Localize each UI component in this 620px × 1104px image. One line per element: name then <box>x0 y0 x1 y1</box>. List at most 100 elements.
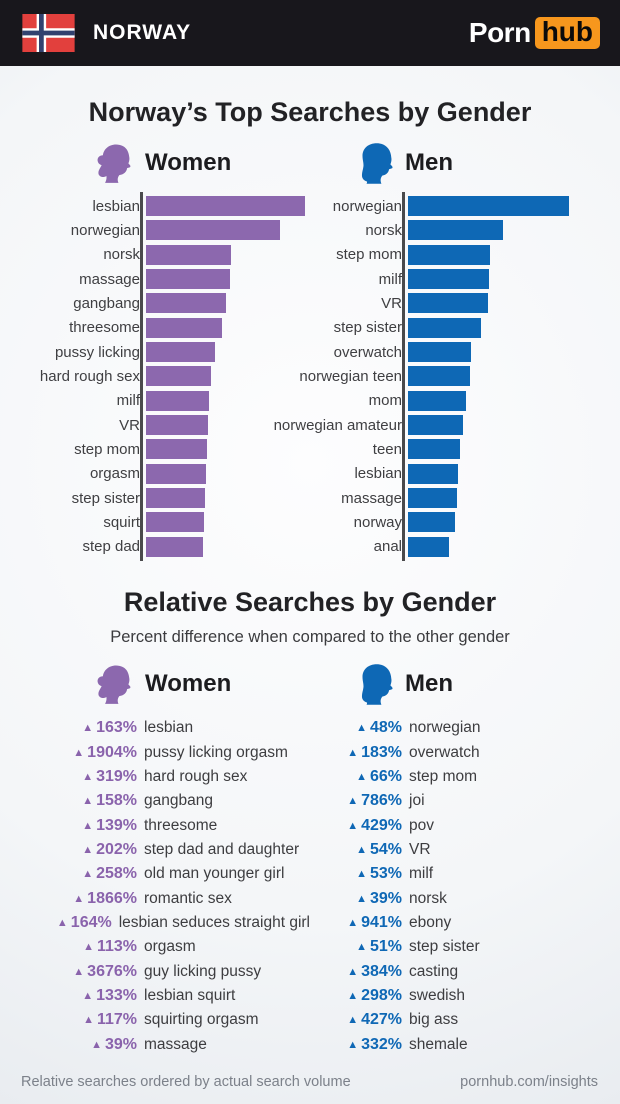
women-relative-list: ▲ 163% lesbian ▲ 1904% pussy licking orgasm ▲ 3… <box>0 716 310 1057</box>
relative-row: ▲ 39% massage <box>0 1032 310 1056</box>
bar-label: teen <box>372 440 402 458</box>
bar <box>408 220 503 241</box>
search-term: step mom <box>409 767 478 785</box>
bar-label: anal <box>373 538 402 556</box>
relative-row: ▲ 429% pov <box>262 813 620 837</box>
bar <box>146 512 204 533</box>
bar <box>146 293 226 314</box>
percent-value: ▲ 139% <box>82 816 137 834</box>
search-term: gangbang <box>144 792 213 810</box>
search-term: massage <box>144 1035 207 1053</box>
chart-row: norwegian amateur <box>262 413 620 437</box>
bar-label: overwatch <box>333 343 402 361</box>
bar <box>146 463 206 484</box>
bar <box>146 317 222 338</box>
chart-row: norwegian <box>262 194 620 218</box>
logo-porn-text: Porn <box>468 16 531 48</box>
up-triangle-icon: ▲ <box>82 843 94 856</box>
search-term: ebony <box>409 913 452 931</box>
page-title: Norway’s Top Searches by Gender <box>88 97 532 127</box>
bar <box>146 439 207 460</box>
bar <box>408 439 460 460</box>
relative-row: ▲ 384% casting <box>262 959 620 983</box>
bar <box>408 415 463 436</box>
men-chart-axis <box>402 192 405 561</box>
chart-row: milf <box>262 267 620 291</box>
bar-label: massage <box>341 489 402 507</box>
women-header-label: Women <box>145 670 232 697</box>
men-relative-list: ▲ 48% norwegian ▲ 183% overwatch ▲ 66% step mom ▲… <box>262 716 620 1057</box>
search-term: shemale <box>409 1035 468 1053</box>
percent-value: ▲ 163% <box>82 719 137 737</box>
chart-row: anal <box>262 535 620 559</box>
chart-row: VR <box>262 291 620 315</box>
men-header-label: Men <box>405 670 453 697</box>
relative-row: ▲ 117% squirting orgasm <box>0 1008 310 1032</box>
bar <box>408 269 489 290</box>
percent-value: ▲ 1866% <box>73 889 137 907</box>
search-term: step dad and daughter <box>144 840 300 858</box>
percent-value: ▲ 384% <box>347 962 402 980</box>
relative-row: ▲ 786% joi <box>262 789 620 813</box>
chart-row: step mom <box>0 437 310 461</box>
up-triangle-icon: ▲ <box>82 819 94 832</box>
bar <box>408 293 488 314</box>
men-top-searches-chart: norwegian norsk step mom milf VR step sister o… <box>262 192 620 561</box>
relative-row: ▲ 332% shemale <box>262 1032 620 1056</box>
bar <box>146 366 211 387</box>
relative-row: ▲ 258% old man younger girl <box>0 862 310 886</box>
percent-value: ▲ 319% <box>82 767 137 785</box>
percent-value: ▲ 202% <box>82 840 137 858</box>
relative-row: ▲ 3676% guy licking pussy <box>0 959 310 983</box>
chart-row: teen <box>262 437 620 461</box>
up-triangle-icon: ▲ <box>73 892 85 905</box>
bar-label: squirt <box>103 513 140 531</box>
relative-row: ▲ 163% lesbian <box>0 716 310 740</box>
bar-label: norwegian <box>70 221 140 239</box>
percent-value: ▲ 133% <box>82 986 137 1004</box>
women-header-top: Women <box>96 141 231 185</box>
search-term: lesbian squirt <box>144 986 236 1004</box>
chart-row: squirt <box>0 510 310 534</box>
footer-note: Relative searches ordered by actual sear… <box>21 1074 351 1090</box>
bar <box>408 390 466 411</box>
up-triangle-icon: ▲ <box>82 770 94 783</box>
bar <box>146 244 231 265</box>
chart-row: norsk <box>262 218 620 242</box>
relative-section-title: Relative Searches by Gender <box>123 587 497 617</box>
up-triangle-icon: ▲ <box>347 1038 359 1051</box>
chart-row: massage <box>262 486 620 510</box>
bar <box>408 317 481 338</box>
up-triangle-icon: ▲ <box>347 965 359 978</box>
bar-label: norsk <box>365 221 402 239</box>
search-term: swedish <box>409 986 465 1004</box>
bar-label: massage <box>79 270 140 288</box>
relative-row: ▲ 66% step mom <box>262 765 620 789</box>
chart-row: VR <box>0 413 310 437</box>
search-term: squirting orgasm <box>144 1011 259 1029</box>
chart-row: orgasm <box>0 462 310 486</box>
search-term: norwegian <box>409 719 481 737</box>
bar-label: milf <box>116 392 140 410</box>
search-term: big ass <box>409 1011 459 1029</box>
percent-value: ▲ 429% <box>347 816 402 834</box>
up-triangle-icon: ▲ <box>356 941 367 954</box>
bar-label: step sister <box>71 489 140 507</box>
chart-row: norsk <box>0 243 310 267</box>
bar-label: step dad <box>82 538 140 556</box>
up-triangle-icon: ▲ <box>82 868 94 881</box>
up-triangle-icon: ▲ <box>347 746 359 759</box>
up-triangle-icon: ▲ <box>83 941 94 954</box>
relative-row: ▲ 113% orgasm <box>0 935 310 959</box>
search-term: step sister <box>409 938 480 956</box>
chart-row: norwegian <box>0 218 310 242</box>
bar-label: norsk <box>103 246 140 264</box>
bar-label: VR <box>381 294 402 312</box>
men-header-top: Men <box>358 142 453 184</box>
percent-value: ▲ 113% <box>83 938 137 956</box>
bar-label: mom <box>368 392 402 410</box>
bar <box>146 488 205 509</box>
footer-site-link: pornhub.com/insights <box>460 1074 598 1090</box>
bar-label: norwegian teen <box>299 367 402 385</box>
